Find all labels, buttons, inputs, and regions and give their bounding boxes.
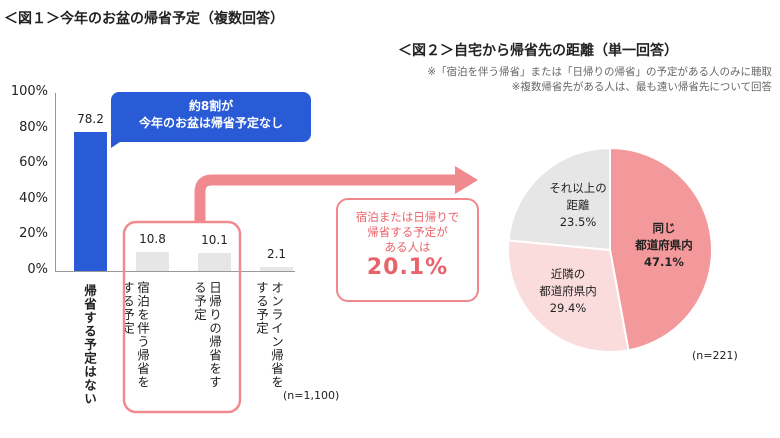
bar [260, 267, 293, 271]
slice-label-neighbor-line-2: 都道府県内 [539, 284, 597, 298]
slice-label-farther-line-1: それ以上の [549, 181, 607, 195]
category-label-daytrip: 日帰りの帰省をする予定 [192, 281, 222, 389]
callout-box: 宿泊または日帰りで 帰省する予定が ある人は 20.1% [336, 198, 479, 302]
slice-label-farther-line-2: 距離 [566, 198, 590, 212]
bar-value-label: 10.1 [201, 233, 228, 248]
slice-label-same-line-2: 都道府県内 [635, 238, 693, 252]
slice-label-neighbor-line-1: 近隣の [550, 267, 586, 281]
chart2-title: ＜図２＞自宅から帰省先の距離（単一回答） [398, 43, 678, 59]
bar [74, 131, 107, 271]
category-label-online: オンライン帰省をする予定 [254, 281, 284, 389]
chart1-title: ＜図１＞今年のお盆の帰省予定（複数回答） [4, 11, 284, 27]
y-tick-label: 60% [19, 155, 48, 171]
callout-line-3: ある人は [384, 240, 431, 254]
slice-value-farther: 23.5% [559, 215, 597, 229]
bar [136, 251, 169, 271]
bar-value-label: 10.8 [139, 231, 166, 246]
bubble-pointer [111, 136, 129, 148]
y-tick-label: 100% [10, 84, 48, 99]
slice-label-same-line-1: 同じ [652, 221, 676, 235]
callout-line-1: 宿泊または日帰りで [355, 210, 460, 224]
y-tick-label: 40% [19, 190, 48, 206]
pie-slice [507, 146, 611, 252]
category-label-daytrip-box: 日帰りの帰省をする予定 [192, 281, 230, 401]
chart1-n-label: (n=1,100) [283, 389, 340, 402]
pie-chart [507, 146, 713, 353]
slice-value-same: 47.1% [644, 255, 684, 269]
bar-value-label: 2.1 [266, 247, 287, 262]
bar [198, 253, 231, 271]
x-axis-line [55, 271, 295, 272]
slice-label-same-prefecture: 同じ 都道府県内 47.1% [624, 220, 704, 271]
bubble-line-1: 約8割が [188, 99, 234, 113]
y-axis-line [55, 93, 56, 271]
callout-value: 20.1% [366, 255, 449, 280]
bar-value-label: 78.2 [77, 111, 104, 126]
chart2-note-1: ※「宿泊を伴う帰省」または「日帰りの帰省」の予定がある人のみに聴取 [427, 66, 772, 78]
slice-label-farther: それ以上の 距離 23.5% [538, 180, 618, 231]
y-tick-label: 20% [19, 226, 48, 242]
y-tick-label: 80% [19, 119, 48, 135]
y-tick-label: 0% [27, 262, 48, 277]
slice-label-neighbor-prefecture: 近隣の 都道府県内 29.4% [528, 266, 608, 317]
category-label-online-box: オンライン帰省をする予定 [254, 281, 292, 401]
pie-slice [507, 239, 630, 353]
pie-slice [609, 146, 713, 352]
chart2-n-label: (n=221) [692, 349, 738, 362]
category-label-no-plan: 帰省する予定はない [82, 284, 97, 406]
callout-line-2: 帰省する予定が [367, 225, 448, 239]
slice-value-neighbor: 29.4% [549, 301, 587, 315]
summary-bubble: 約8割が 今年のお盆は帰省予定なし [111, 92, 311, 142]
chart2-note-2: ※複数帰省先がある人は、最も遠い帰省先について回答 [511, 81, 772, 93]
bubble-line-2: 今年のお盆は帰省予定なし [138, 116, 283, 130]
